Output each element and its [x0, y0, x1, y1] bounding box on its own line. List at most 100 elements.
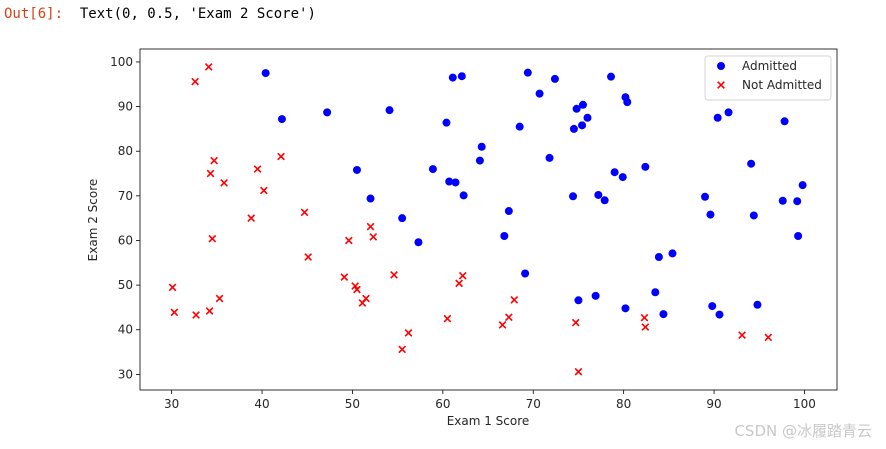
- y-tick-label: 60: [118, 233, 133, 247]
- legend-frame: [704, 55, 832, 101]
- admitted-point: [793, 197, 802, 206]
- admitted-point: [451, 178, 460, 187]
- admitted-point: [701, 192, 710, 201]
- admitted-point: [545, 153, 554, 162]
- admitted-point: [780, 117, 789, 126]
- not-admitted-point: [304, 253, 313, 261]
- admitted-point: [442, 118, 451, 127]
- x-tick-label: 40: [254, 397, 269, 411]
- legend-marker-not-admitted: [717, 81, 725, 89]
- not-admitted-point: [210, 156, 218, 165]
- admitted-point: [794, 232, 803, 241]
- not-admitted-point: [510, 295, 519, 304]
- y-axis-label: Exam 2 Score: [86, 179, 100, 262]
- not-admitted-point: [277, 152, 285, 161]
- y-tick-label: 90: [118, 100, 133, 114]
- admitted-point: [753, 300, 762, 309]
- y-tick-label: 30: [118, 367, 133, 381]
- not-admitted-point: [366, 222, 375, 231]
- admitted-point: [457, 72, 466, 81]
- admitted-point: [550, 74, 559, 83]
- admitted-point: [445, 177, 454, 186]
- legend-marker-admitted: [717, 62, 725, 70]
- admitted-point: [323, 108, 332, 117]
- admitted-point: [641, 162, 650, 171]
- not-admitted-point: [504, 313, 513, 322]
- not-admitted-point: [215, 294, 224, 303]
- admitted-point: [583, 113, 592, 122]
- legend-label-not-admitted: Not Admitted: [742, 78, 822, 92]
- not-admitted-legend-symbol: [717, 81, 725, 89]
- output-prompt: Out[6]:: [4, 6, 64, 22]
- not-admitted-point: [192, 311, 200, 319]
- admitted-point: [535, 89, 544, 98]
- plot-points: [168, 62, 807, 376]
- output-text: Text(0, 0.5, 'Exam 2 Score'): [79, 6, 316, 22]
- admitted-point: [459, 191, 468, 200]
- admitted-point: [623, 98, 632, 107]
- not-admitted-point: [738, 331, 746, 339]
- admitted-point: [515, 122, 524, 131]
- not-admitted-point: [247, 214, 256, 223]
- not-admitted-point: [208, 234, 217, 243]
- x-tick-label: 100: [793, 397, 816, 411]
- admitted-point: [659, 310, 668, 319]
- not-admitted-point: [641, 323, 650, 331]
- not-admitted-point: [259, 186, 268, 195]
- y-tick-label: 100: [110, 55, 133, 69]
- admitted-point: [261, 69, 270, 78]
- admitted-point: [706, 210, 715, 219]
- not-admitted-point: [191, 77, 200, 86]
- admitted-point: [594, 190, 603, 199]
- x-tick-label: 30: [164, 397, 179, 411]
- admitted-point: [521, 269, 530, 278]
- x-tick-label: 60: [435, 397, 450, 411]
- admitted-legend-symbol: [717, 62, 725, 70]
- not-admitted-point: [390, 270, 398, 279]
- admitted-point: [724, 108, 733, 117]
- admitted-point: [500, 232, 509, 241]
- admitted-point: [352, 165, 361, 174]
- admitted-point: [385, 106, 394, 115]
- not-admitted-point: [574, 367, 583, 376]
- y-tick-label: 80: [118, 144, 133, 158]
- admitted-point: [504, 207, 513, 216]
- not-admitted-point: [353, 285, 361, 294]
- admitted-point: [747, 159, 756, 168]
- x-tick-label: 70: [526, 397, 541, 411]
- admitted-point: [448, 73, 457, 82]
- not-admitted-point: [571, 318, 580, 327]
- not-admitted-point: [253, 165, 262, 173]
- admitted-point: [569, 192, 578, 201]
- not-admitted-point: [344, 236, 353, 245]
- legend: Admitted Not Admitted: [704, 55, 832, 101]
- not-admitted-point: [220, 179, 228, 187]
- not-admitted-point: [369, 233, 378, 241]
- not-admitted-point: [640, 313, 649, 322]
- admitted-point: [578, 121, 587, 130]
- x-tick-label: 80: [616, 397, 631, 411]
- not-admitted-point: [205, 307, 214, 315]
- not-admitted-point: [300, 208, 309, 217]
- legend-label-admitted: Admitted: [742, 59, 797, 73]
- not-admitted-point: [170, 308, 179, 317]
- admitted-point: [523, 68, 532, 77]
- admitted-point: [398, 214, 407, 223]
- admitted-point: [668, 249, 677, 258]
- not-admitted-point: [398, 345, 407, 354]
- admitted-point: [798, 181, 807, 190]
- y-tick-label: 70: [118, 189, 133, 203]
- admitted-point: [610, 168, 619, 177]
- plot-frame: [139, 48, 838, 391]
- x-axis: 30 40 50 60 70 80 90 100: [164, 390, 816, 411]
- admitted-point: [749, 211, 758, 220]
- admitted-point: [277, 115, 286, 124]
- not-admitted-point: [206, 169, 215, 178]
- admitted-point: [708, 302, 717, 311]
- admitted-point: [428, 165, 437, 174]
- admitted-point: [715, 310, 724, 319]
- not-admitted-point: [204, 62, 213, 71]
- output-line: Out[6]: Text(0, 0.5, 'Exam 2 Score'): [4, 6, 316, 22]
- admitted-point: [618, 173, 627, 182]
- not-admitted-point: [455, 279, 463, 288]
